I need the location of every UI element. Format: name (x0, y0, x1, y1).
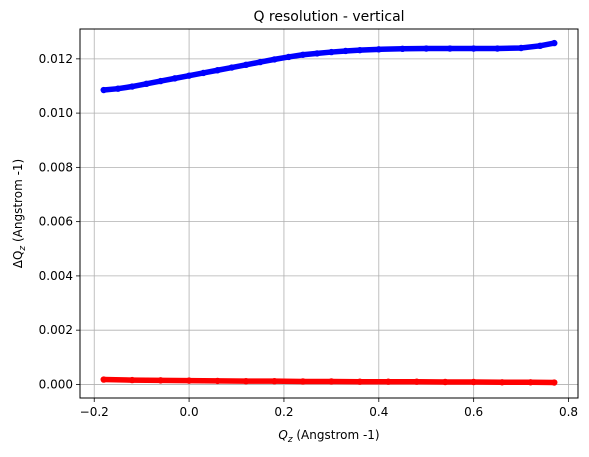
series-1-point (470, 45, 476, 51)
series-1-point (271, 56, 277, 62)
series-2-point (470, 379, 476, 385)
x-axis-label-prefix: Q (278, 428, 287, 442)
x-tick-label: 0.8 (559, 405, 578, 419)
series-2-point (414, 379, 420, 385)
y-axis-label-prefix: ΔQ (11, 251, 25, 269)
chart-title: Q resolution - vertical (253, 9, 404, 25)
series-1-point (423, 45, 429, 51)
series-2-point (214, 378, 220, 384)
series-2-point (129, 377, 135, 383)
series-2-point (243, 378, 249, 384)
x-tick-label: 0.6 (464, 405, 483, 419)
x-tick-label: 0.0 (180, 405, 199, 419)
y-tick-label: 0.006 (39, 215, 73, 229)
series-2-point (499, 379, 505, 385)
x-tick-label: 0.2 (274, 405, 293, 419)
series-2-point (551, 379, 557, 385)
series-1-point (494, 45, 500, 51)
series-2-point (186, 377, 192, 383)
series-2-point (157, 377, 163, 383)
y-tick-label: 0.012 (39, 52, 73, 66)
x-axis-label-suffix: (Angstrom -1) (293, 428, 380, 442)
series-1-point (551, 40, 557, 46)
series-1-point (172, 75, 178, 81)
x-tick-label: −0.2 (80, 405, 109, 419)
series-1-point (257, 59, 263, 65)
series-2-point (357, 379, 363, 385)
series-1-point (518, 45, 524, 51)
series-1-point (115, 85, 121, 91)
series-1-point (243, 62, 249, 68)
series-2-point (527, 379, 533, 385)
series-2-point (385, 379, 391, 385)
series-2-point (271, 378, 277, 384)
series-2-point (300, 378, 306, 384)
series-1-point (447, 45, 453, 51)
series-1-point (342, 48, 348, 54)
series-1-point (143, 81, 149, 87)
series-1-point (157, 78, 163, 84)
series-1-point (314, 50, 320, 56)
series-1-point (129, 83, 135, 89)
series-1-point (186, 72, 192, 78)
series-2-point (442, 379, 448, 385)
y-axis-label-suffix: (Angstrom -1) (11, 159, 25, 246)
y-tick-label: 0.000 (39, 377, 73, 391)
y-tick-label: 0.010 (39, 106, 73, 120)
series-1-point (328, 49, 334, 55)
series-1-point (357, 47, 363, 53)
series-1-point (200, 70, 206, 76)
series-1-point (376, 46, 382, 52)
series-1-point (537, 43, 543, 49)
y-tick-label: 0.004 (39, 269, 73, 283)
series-2-point (101, 376, 107, 382)
series-1-point (101, 87, 107, 93)
series-1-point (214, 67, 220, 73)
series-1-point (229, 64, 235, 70)
y-tick-label: 0.008 (39, 160, 73, 174)
x-tick-label: 0.4 (369, 405, 388, 419)
series-2-point (328, 378, 334, 384)
y-tick-label: 0.002 (39, 323, 73, 337)
series-1-point (285, 54, 291, 60)
series-1-point (399, 46, 405, 52)
series-1-point (300, 52, 306, 58)
